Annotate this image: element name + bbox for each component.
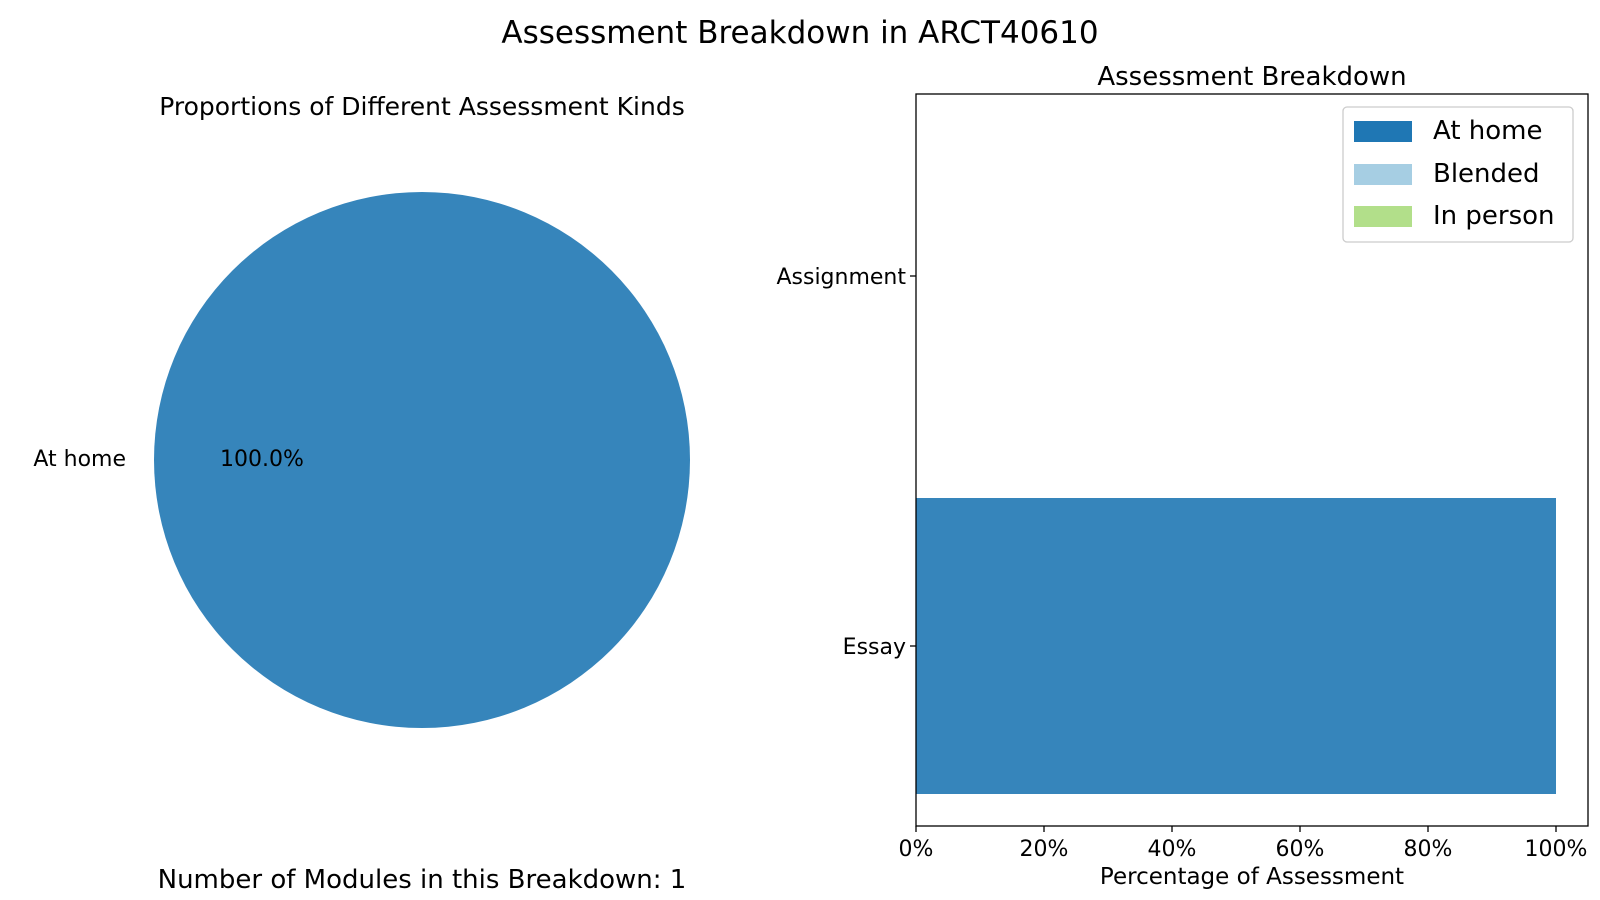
x-tick-label: 80% xyxy=(1404,837,1453,862)
figure-title: Assessment Breakdown in ARCT40610 xyxy=(501,15,1098,51)
legend-swatch-at-home xyxy=(1354,121,1412,142)
bar-chart: Assessment Breakdown Assignment Essay 0% 2… xyxy=(776,62,1589,890)
legend-label-at-home: At home xyxy=(1433,116,1543,146)
y-axis: Assignment Essay xyxy=(776,265,916,660)
x-tick-label: 100% xyxy=(1525,837,1588,862)
y-tick-label: Assignment xyxy=(776,265,906,290)
modules-count-text: Number of Modules in this Breakdown: 1 xyxy=(158,865,687,895)
pie-chart: Proportions of Different Assessment Kind… xyxy=(33,92,690,895)
legend-swatch-blended xyxy=(1354,164,1412,185)
pie-slice-percent: 100.0% xyxy=(220,447,304,472)
legend-label-in-person: In person xyxy=(1433,201,1555,231)
x-axis-label: Percentage of Assessment xyxy=(1100,864,1404,890)
pie-slice-label: At home xyxy=(33,447,126,472)
y-tick-label: Essay xyxy=(843,635,906,660)
x-axis: 0% 20% 40% 60% 80% 100% xyxy=(899,826,1588,862)
x-tick-label: 60% xyxy=(1276,837,1325,862)
legend-swatch-in-person xyxy=(1354,206,1412,227)
x-tick-label: 40% xyxy=(1148,837,1197,862)
legend: At home Blended In person xyxy=(1342,106,1574,243)
x-tick-label: 0% xyxy=(899,837,934,862)
bar-essay-at-home xyxy=(916,498,1556,794)
bar-title: Assessment Breakdown xyxy=(1097,62,1406,92)
legend-label-blended: Blended xyxy=(1433,159,1540,189)
pie-slice-at-home xyxy=(154,192,690,728)
plot-area-frame xyxy=(915,93,1589,827)
bars xyxy=(916,498,1556,794)
pie-slices xyxy=(154,192,690,728)
pie-title: Proportions of Different Assessment Kind… xyxy=(159,92,685,121)
x-tick-label: 20% xyxy=(1020,837,1069,862)
